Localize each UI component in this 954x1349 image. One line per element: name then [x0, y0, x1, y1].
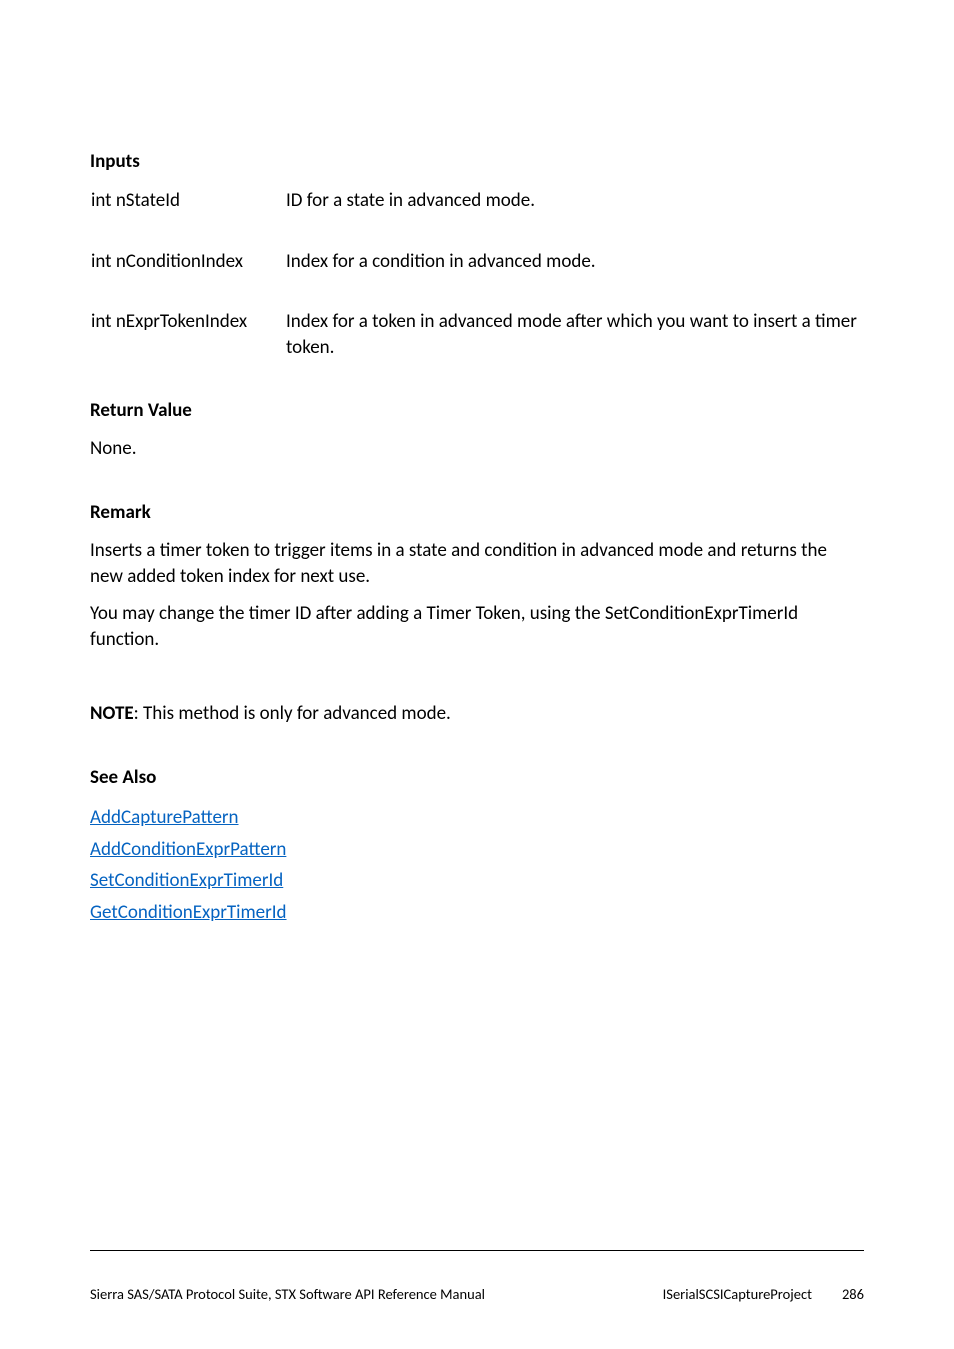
see-also-link[interactable]: AddConditionExprPattern — [90, 835, 864, 864]
see-also-link[interactable]: AddCapturePattern — [90, 803, 864, 832]
remark-p2: You may change the timer ID after adding… — [90, 601, 864, 652]
param-desc: ID for a state in advanced mode. — [285, 187, 864, 248]
inputs-row: int nExprTokenIndex Index for a token in… — [90, 308, 864, 360]
see-also-heading: See Also — [90, 766, 864, 789]
page-footer: Sierra SAS/SATA Protocol Suite, STX Soft… — [0, 1250, 954, 1303]
inputs-table: int nStateId ID for a state in advanced … — [90, 187, 864, 361]
note-line: NOTE: This method is only for advanced m… — [90, 701, 864, 727]
inputs-row: int nConditionIndex Index for a conditio… — [90, 248, 864, 309]
inputs-row: int nStateId ID for a state in advanced … — [90, 187, 864, 248]
remark-p1: Inserts a timer token to trigger items i… — [90, 538, 864, 589]
param-desc: Index for a token in advanced mode after… — [285, 308, 864, 360]
param-name: int nConditionIndex — [90, 248, 285, 309]
see-also-link[interactable]: SetConditionExprTimerId — [90, 866, 864, 895]
footer-left-text: Sierra SAS/SATA Protocol Suite, STX Soft… — [90, 1285, 485, 1303]
param-desc: Index for a condition in advanced mode. — [285, 248, 864, 309]
see-also-link[interactable]: GetConditionExprTimerId — [90, 898, 864, 927]
inputs-heading: Inputs — [90, 150, 864, 173]
page-container: Inputs int nStateId ID for a state in ad… — [0, 0, 954, 1349]
param-name: int nStateId — [90, 187, 285, 248]
footer-row: Sierra SAS/SATA Protocol Suite, STX Soft… — [90, 1271, 864, 1303]
footer-page-number: 286 — [842, 1285, 864, 1303]
return-value-body: None. — [90, 436, 864, 462]
note-label: NOTE — [90, 702, 134, 725]
note-text: : This method is only for advanced mode. — [134, 702, 451, 725]
return-value-heading: Return Value — [90, 399, 864, 422]
param-name: int nExprTokenIndex — [90, 308, 285, 360]
footer-right-label: ISerialSCSICaptureProject — [663, 1285, 812, 1303]
remark-heading: Remark — [90, 501, 864, 524]
footer-rule — [90, 1250, 864, 1251]
see-also-links: AddCapturePattern AddConditionExprPatter… — [90, 803, 864, 927]
footer-right: ISerialSCSICaptureProject 286 — [663, 1271, 864, 1303]
